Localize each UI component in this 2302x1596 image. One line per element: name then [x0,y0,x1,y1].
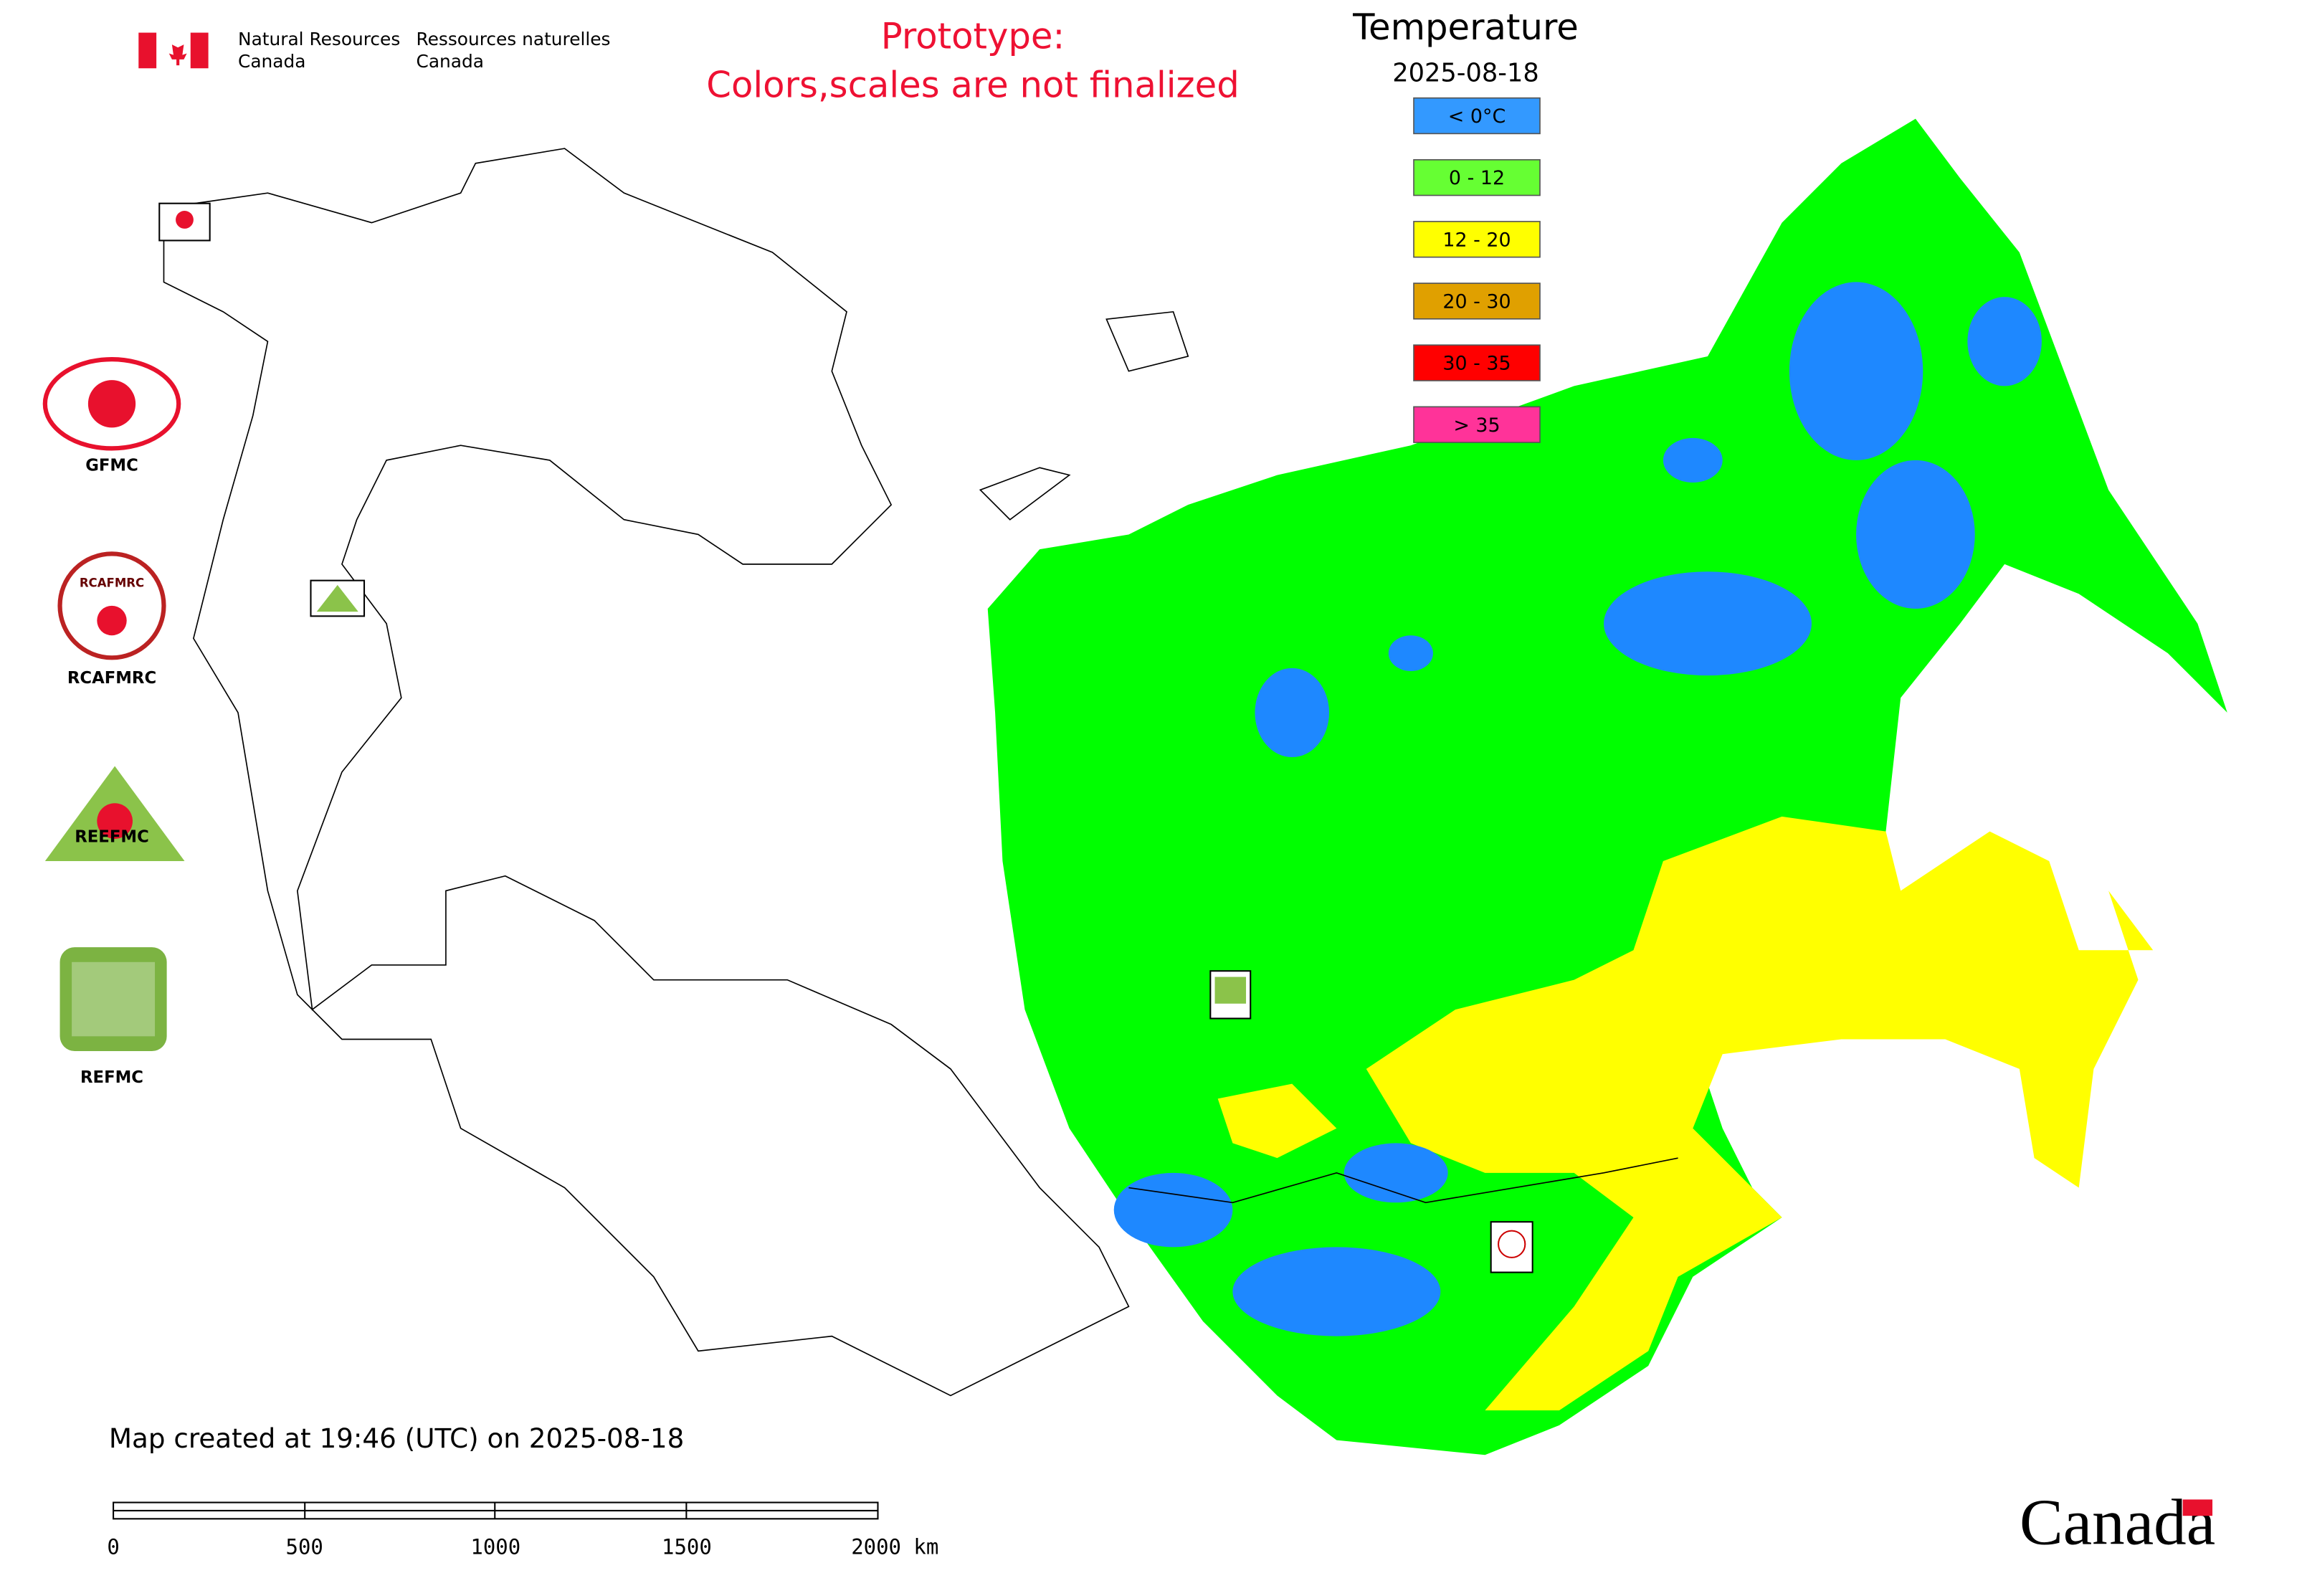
temperature-field [987,118,2227,1455]
logo-text: RCAFMRC [80,576,144,589]
dept-fr: Ressources naturelles [417,29,611,49]
logo-label: GFMC [85,457,138,475]
legend-swatch [1413,282,1541,320]
legend-swatch [1413,344,1541,381]
logo-label: RCAFMRC [67,669,156,688]
scale-bar [113,1501,879,1520]
legend-swatch [1413,221,1541,258]
legend-label: 30 - 35 [1442,353,1511,375]
logo-text: REEFMC [75,827,149,846]
canada-wordmark: Canada [2020,1486,2215,1559]
scale-label: 500 [286,1535,323,1559]
scale-label: 1500 [662,1535,712,1559]
canada-flag [138,32,209,69]
legend-label: 12 - 20 [1442,229,1511,251]
legend-swatch [1413,97,1541,135]
legend: < 0°C 0 - 12 12 - 20 20 - 30 30 - 35 > 35 [1413,97,1541,443]
center-markers [158,202,1533,1273]
legend-swatch [1413,158,1541,196]
legend-swatch [1413,406,1541,443]
dept-en: Natural Resources [238,29,400,49]
legend-label: 20 - 30 [1442,291,1511,313]
legend-label: < 0°C [1448,105,1506,128]
legend-date: 2025-08-18 [1392,59,1539,88]
country-outlines [163,148,1189,1397]
scale-labels: 0 500 1000 1500 2000 km [107,1535,938,1559]
created-note: Map created at 19:46 (UTC) on 2025-08-18 [109,1422,684,1454]
scale-label: 2000 km [851,1535,938,1559]
legend-label: 0 - 12 [1449,167,1505,189]
wordmark-flag [2182,1499,2213,1516]
scale-label: 1000 [470,1535,520,1559]
scale-label: 0 [107,1535,119,1559]
agency-logos [42,357,185,1052]
dept-en: Canada [238,51,305,72]
notice: Colors,scales are not finalized [706,65,1239,106]
dept-fr: Canada [417,51,484,72]
legend-title: Temperature [1352,6,1579,48]
legend-label: > 35 [1453,414,1500,437]
logo-label: REFMC [80,1068,143,1087]
notice: Prototype: [881,15,1065,57]
